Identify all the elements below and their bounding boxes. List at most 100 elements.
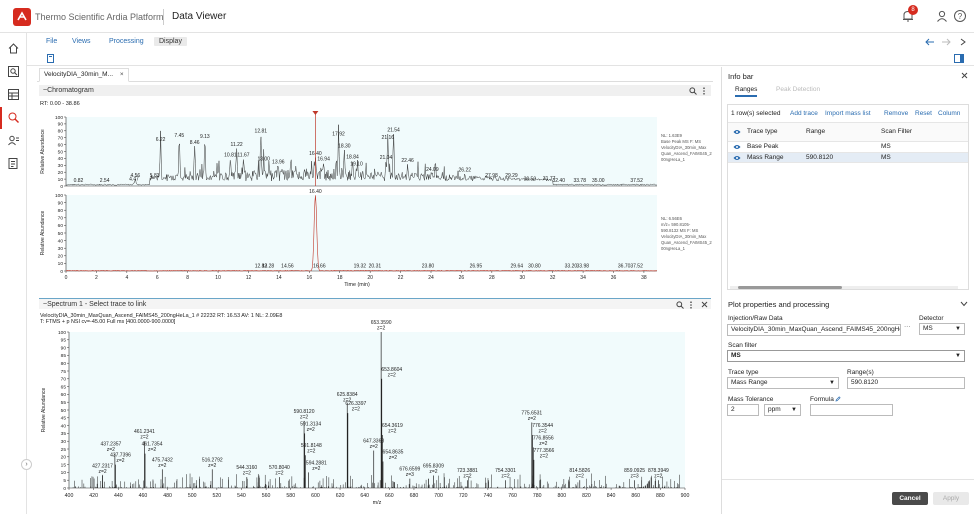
y-tick-label: 40 <box>58 238 64 244</box>
home-icon[interactable] <box>7 42 20 55</box>
col-trace-type[interactable]: Trace type <box>747 128 778 135</box>
y-tick-label: 60 <box>58 142 64 148</box>
table-row[interactable]: Base Peak MS <box>728 141 968 152</box>
peak-label: 37.52 <box>630 178 643 184</box>
eye-icon[interactable] <box>733 129 741 135</box>
add-trace-link[interactable]: Add trace <box>790 110 818 117</box>
edit-icon[interactable] <box>835 396 841 402</box>
search-data-icon[interactable] <box>7 65 20 78</box>
peak-label: 37.52 <box>630 263 643 269</box>
horizontal-scrollbar[interactable] <box>730 286 958 289</box>
x-tick-label: 26 <box>459 275 465 281</box>
peak-charge-label: z=2 <box>370 444 378 450</box>
trace-type-label: Trace type <box>728 369 759 376</box>
spectrum-chart[interactable]: VelocityDIA_30min_MaxQuan_Ascend_FAIMS45… <box>37 310 713 510</box>
detector-select[interactable]: MS ▼ <box>919 323 965 335</box>
import-mass-list-link[interactable]: Import mass list <box>825 110 871 117</box>
back-arrow-icon[interactable] <box>925 38 935 46</box>
peak-label: 4.56 <box>130 173 140 179</box>
formula-input[interactable] <box>810 404 893 416</box>
table-header: Trace type Range Scan Filter <box>728 122 968 141</box>
reports-icon[interactable] <box>7 157 20 170</box>
ranges-input[interactable]: 590.8120 <box>847 377 965 389</box>
menu-processing[interactable]: Processing <box>109 38 144 45</box>
injection-more-button[interactable]: ··· <box>904 323 911 330</box>
peak-mz-label: 626.3397 <box>345 401 366 407</box>
remove-link[interactable]: Remove <box>884 110 909 117</box>
peak-charge-label: z=2 <box>501 474 509 480</box>
trace-type-select[interactable]: Mass Range ▼ <box>727 377 839 389</box>
bookmark-icon[interactable] <box>47 54 54 63</box>
y-tick-label: 60 <box>61 392 67 398</box>
help-icon[interactable]: ? <box>953 9 967 23</box>
x-tick-label: 36 <box>611 275 617 281</box>
x-tick-label: 28 <box>489 275 495 281</box>
search-icon[interactable] <box>676 301 684 309</box>
user-icon[interactable] <box>935 9 949 23</box>
col-scan-filter[interactable]: Scan Filter <box>881 128 913 135</box>
menu-file[interactable]: File <box>46 38 58 45</box>
close-icon[interactable] <box>961 72 968 79</box>
eye-icon[interactable] <box>733 155 741 161</box>
x-tick-label: 580 <box>286 493 295 499</box>
row-trace-type: Base Peak <box>747 143 779 150</box>
scrollbar-thumb[interactable] <box>738 286 842 289</box>
forward-arrow-icon[interactable] <box>941 38 951 46</box>
data-table-icon[interactable] <box>7 88 20 101</box>
scan-filter-select[interactable]: MS ▼ <box>727 350 965 362</box>
y-tick-label: 70 <box>61 377 67 383</box>
reset-link[interactable]: Reset <box>915 110 932 117</box>
data-viewer-icon[interactable] <box>7 111 20 124</box>
peak-label: 30.50 <box>524 177 537 183</box>
y-tick-label: 85 <box>61 353 67 359</box>
close-icon[interactable] <box>701 301 708 308</box>
chevron-right-icon[interactable] <box>959 38 967 46</box>
expand-rail-button[interactable]: › <box>21 459 32 470</box>
injection-field[interactable]: VelocityDIA_30min_MaxQuan_Ascend_FAIMS45… <box>727 324 901 336</box>
eye-icon[interactable] <box>733 144 741 150</box>
y-tick-label: 40 <box>58 156 64 162</box>
x-tick-label: 700 <box>434 493 443 499</box>
trace-info: VelocityDIA_30min_Max <box>661 234 707 239</box>
chromatogram-chart[interactable]: RT: 0.00 - 38.860102030405060708090100Re… <box>37 97 713 293</box>
document-tab[interactable]: VelocityDIA_30min_M... × <box>39 68 129 82</box>
x-tick-label: 720 <box>459 493 468 499</box>
peak-label: 30.80 <box>528 263 541 269</box>
menu-display[interactable]: Display <box>154 37 187 46</box>
peak-label: 20.31 <box>369 263 382 269</box>
y-axis-label: Relative Abundance <box>40 129 46 174</box>
viewer-panel: VelocityDIA_30min_M... × ~Chromatogram R… <box>37 67 713 510</box>
chromatogram-title: ~Chromatogram <box>43 87 94 94</box>
mass-tolerance-input[interactable]: 2 <box>727 404 759 416</box>
col-range[interactable]: Range <box>806 128 826 135</box>
base-peak-trace <box>65 124 658 186</box>
y-tick-label: 90 <box>58 200 64 206</box>
toolbar-row <box>27 50 974 66</box>
more-options-icon[interactable] <box>689 301 693 309</box>
x-tick-label: 8 <box>186 275 189 281</box>
x-tick-label: 820 <box>582 493 591 499</box>
tab-ranges[interactable]: Ranges <box>735 86 758 97</box>
panel-toggle-icon[interactable] <box>954 54 964 63</box>
x-tick-label: 12 <box>246 275 252 281</box>
y-tick-label: 55 <box>61 400 67 406</box>
column-link[interactable]: Column <box>938 110 961 117</box>
document-tabs: VelocityDIA_30min_M... × <box>37 67 713 82</box>
search-icon[interactable] <box>689 87 697 95</box>
spectrum-header: ~Spectrum 1 - Select trace to link <box>39 298 711 309</box>
y-tick-label: 100 <box>58 330 66 336</box>
peak-label: 18.30 <box>338 143 351 149</box>
mass-tolerance-unit-select[interactable]: ppm ▼ <box>764 404 801 416</box>
table-row[interactable]: Mass Range 590.8120 MS <box>728 152 968 163</box>
chevron-down-icon[interactable] <box>960 301 968 307</box>
more-options-icon[interactable] <box>702 87 706 95</box>
apply-button[interactable]: Apply <box>933 492 969 505</box>
x-tick-label: 660 <box>385 493 394 499</box>
x-tick-label: 2 <box>95 275 98 281</box>
menu-views[interactable]: Views <box>72 38 91 45</box>
peak-label: 21.04 <box>380 155 393 161</box>
row-scan-filter: MS <box>881 154 891 161</box>
close-tab-icon[interactable]: × <box>119 71 124 78</box>
users-icon[interactable] <box>7 134 20 147</box>
cancel-button[interactable]: Cancel <box>892 492 928 505</box>
